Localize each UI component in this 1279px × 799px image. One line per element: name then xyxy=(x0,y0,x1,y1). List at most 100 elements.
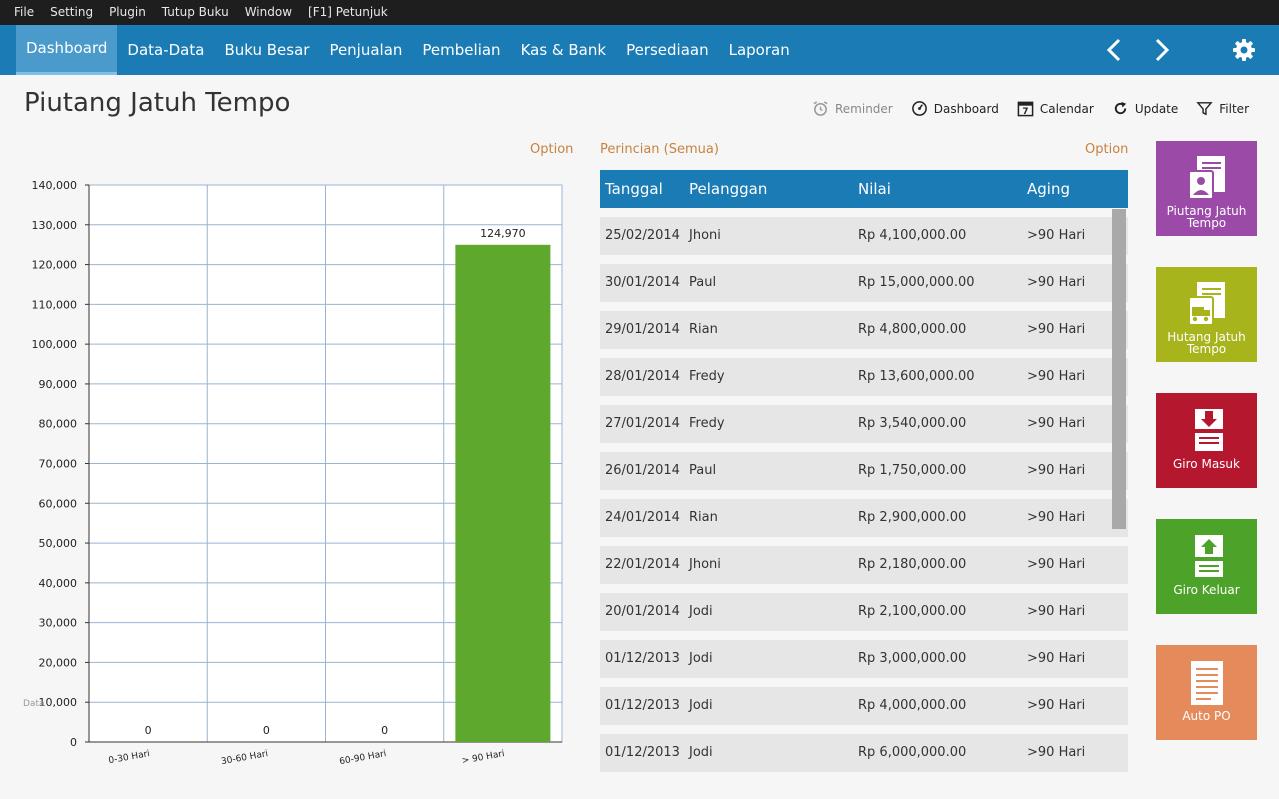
cell-aging: >90 Hari xyxy=(1027,463,1086,478)
tile-giro-masuk[interactable]: Giro Masuk xyxy=(1156,393,1257,488)
cell-tanggal: 20/01/2014 xyxy=(605,604,680,619)
header-nilai[interactable]: Nilai xyxy=(858,180,891,198)
y-tick-label: 30,000 xyxy=(39,617,78,630)
chevron-right-icon[interactable] xyxy=(1145,34,1177,66)
cell-pelanggan: Fredy xyxy=(689,369,725,384)
tile-giro-keluar[interactable]: Giro Keluar xyxy=(1156,519,1257,614)
tab-data-data[interactable]: Data-Data xyxy=(127,41,205,59)
table-row[interactable]: 01/12/2013 Jodi Rp 6,000,000.00 >90 Hari xyxy=(600,734,1128,772)
cell-aging: >90 Hari xyxy=(1027,322,1086,337)
header-pelanggan[interactable]: Pelanggan xyxy=(689,180,768,198)
tab-pembelian[interactable]: Pembelian xyxy=(422,41,501,59)
tab-persediaan[interactable]: Persediaan xyxy=(626,41,709,59)
header-tanggal[interactable]: Tanggal xyxy=(605,180,663,198)
table-row[interactable]: 27/01/2014 Fredy Rp 3,540,000.00 >90 Hari xyxy=(600,405,1128,443)
tab-laporan[interactable]: Laporan xyxy=(728,41,790,59)
tile-auto-po[interactable]: Auto PO xyxy=(1156,645,1257,740)
cell-tanggal: 01/12/2013 xyxy=(605,698,680,713)
table-row[interactable]: 20/01/2014 Jodi Rp 2,100,000.00 >90 Hari xyxy=(600,593,1128,631)
giro-in-icon xyxy=(1156,405,1257,457)
calendar-button[interactable]: 7 Calendar xyxy=(1017,100,1094,117)
menu-petunjuk[interactable]: [F1] Petunjuk xyxy=(308,5,388,19)
gear-icon[interactable] xyxy=(1228,34,1260,66)
cell-pelanggan: Jodi xyxy=(689,745,713,760)
y-tick-label: 100,000 xyxy=(32,338,78,351)
x-tick-label: > 90 Hari xyxy=(461,749,505,766)
calendar-label: Calendar xyxy=(1039,101,1094,116)
nav-tabs: Dashboard Data-Data Buku Besar Penjualan… xyxy=(16,25,800,75)
tile-label: Piutang Jatuh Tempo xyxy=(1160,205,1253,229)
tile-label-line1: Hutang Jatuh xyxy=(1167,330,1246,344)
cell-pelanggan: Rian xyxy=(689,322,718,337)
table-scrollbar[interactable] xyxy=(1112,209,1126,529)
table-row[interactable]: 26/01/2014 Paul Rp 1,750,000.00 >90 Hari xyxy=(600,452,1128,490)
cell-tanggal: 29/01/2014 xyxy=(605,322,680,337)
cell-pelanggan: Jodi xyxy=(689,651,713,666)
table-row[interactable]: 28/01/2014 Fredy Rp 13,600,000.00 >90 Hari xyxy=(600,358,1128,396)
cell-nilai: Rp 3,000,000.00 xyxy=(858,651,967,666)
cell-pelanggan: Paul xyxy=(689,463,717,478)
chart-watermark: Data xyxy=(23,699,45,709)
cell-aging: >90 Hari xyxy=(1027,651,1086,666)
cell-pelanggan: Jodi xyxy=(689,698,713,713)
tab-dashboard[interactable]: Dashboard xyxy=(16,25,118,75)
menu-file[interactable]: File xyxy=(14,5,35,19)
auto-po-document-icon xyxy=(1156,657,1257,709)
calendar-icon: 7 xyxy=(1017,101,1034,117)
cell-aging: >90 Hari xyxy=(1027,745,1086,760)
menu-setting[interactable]: Setting xyxy=(50,5,94,19)
x-tick-label: 0-30 Hari xyxy=(108,749,151,766)
cell-nilai: Rp 4,000,000.00 xyxy=(858,698,967,713)
chevron-left-icon[interactable] xyxy=(1099,34,1131,66)
table-row[interactable]: 22/01/2014 Jhoni Rp 2,180,000.00 >90 Hari xyxy=(600,546,1128,584)
table-row[interactable]: 25/02/2014 Jhoni Rp 4,100,000.00 >90 Hari xyxy=(600,217,1128,255)
cell-pelanggan: Fredy xyxy=(689,416,725,431)
cell-tanggal: 22/01/2014 xyxy=(605,557,680,572)
cell-pelanggan: Paul xyxy=(689,275,717,290)
cell-tanggal: 28/01/2014 xyxy=(605,369,680,384)
table-row[interactable]: 01/12/2013 Jodi Rp 3,000,000.00 >90 Hari xyxy=(600,640,1128,678)
y-tick-label: 50,000 xyxy=(39,537,78,550)
tile-hutang-jatuh-tempo[interactable]: Hutang Jatuh Tempo xyxy=(1156,267,1257,362)
menu-window[interactable]: Window xyxy=(244,5,293,19)
cell-tanggal: 30/01/2014 xyxy=(605,275,680,290)
tab-penjualan[interactable]: Penjualan xyxy=(329,41,403,59)
table-option-link[interactable]: Option xyxy=(1085,142,1129,157)
cell-aging: >90 Hari xyxy=(1027,416,1086,431)
table-row[interactable]: 30/01/2014 Paul Rp 15,000,000.00 >90 Hari xyxy=(600,264,1128,302)
dashboard-button[interactable]: Dashboard xyxy=(911,100,999,117)
cell-aging: >90 Hari xyxy=(1027,557,1086,572)
filter-button[interactable]: Filter xyxy=(1196,100,1249,117)
chart-option-link[interactable]: Option xyxy=(530,142,574,157)
cell-nilai: Rp 2,180,000.00 xyxy=(858,557,967,572)
tile-piutang-jatuh-tempo[interactable]: Piutang Jatuh Tempo xyxy=(1156,141,1257,236)
page-title: Piutang Jatuh Tempo xyxy=(24,88,291,118)
y-tick-label: 70,000 xyxy=(39,458,78,471)
tile-label-line1: Piutang Jatuh xyxy=(1166,204,1247,218)
cell-nilai: Rp 6,000,000.00 xyxy=(858,745,967,760)
y-tick-label: 20,000 xyxy=(39,656,78,669)
table-row[interactable]: 01/12/2013 Jodi Rp 4,000,000.00 >90 Hari xyxy=(600,687,1128,725)
cell-tanggal: 26/01/2014 xyxy=(605,463,680,478)
table-row[interactable]: 24/01/2014 Rian Rp 2,900,000.00 >90 Hari xyxy=(600,499,1128,537)
cell-tanggal: 24/01/2014 xyxy=(605,510,680,525)
y-tick-label: 120,000 xyxy=(32,259,78,272)
update-button[interactable]: Update xyxy=(1112,100,1178,117)
tab-kas-bank[interactable]: Kas & Bank xyxy=(520,41,607,59)
receivable-document-icon xyxy=(1156,153,1257,205)
cell-aging: >90 Hari xyxy=(1027,698,1086,713)
menu-tutup-buku[interactable]: Tutup Buku xyxy=(161,5,229,19)
menu-plugin[interactable]: Plugin xyxy=(109,5,146,19)
cell-pelanggan: Jhoni xyxy=(689,557,721,572)
tab-buku-besar[interactable]: Buku Besar xyxy=(224,41,310,59)
reminder-button[interactable]: Reminder xyxy=(812,100,893,117)
cell-nilai: Rp 13,600,000.00 xyxy=(858,369,975,384)
x-tick-label: 30-60 Hari xyxy=(220,749,269,767)
cell-nilai: Rp 2,100,000.00 xyxy=(858,604,967,619)
table-row[interactable]: 29/01/2014 Rian Rp 4,800,000.00 >90 Hari xyxy=(600,311,1128,349)
cell-pelanggan: Jhoni xyxy=(689,228,721,243)
toolbar: Reminder Dashboard 7 Calendar Update Fil… xyxy=(794,100,1249,117)
alarm-clock-icon xyxy=(813,101,828,116)
header-aging[interactable]: Aging xyxy=(1027,180,1070,198)
cell-nilai: Rp 1,750,000.00 xyxy=(858,463,967,478)
